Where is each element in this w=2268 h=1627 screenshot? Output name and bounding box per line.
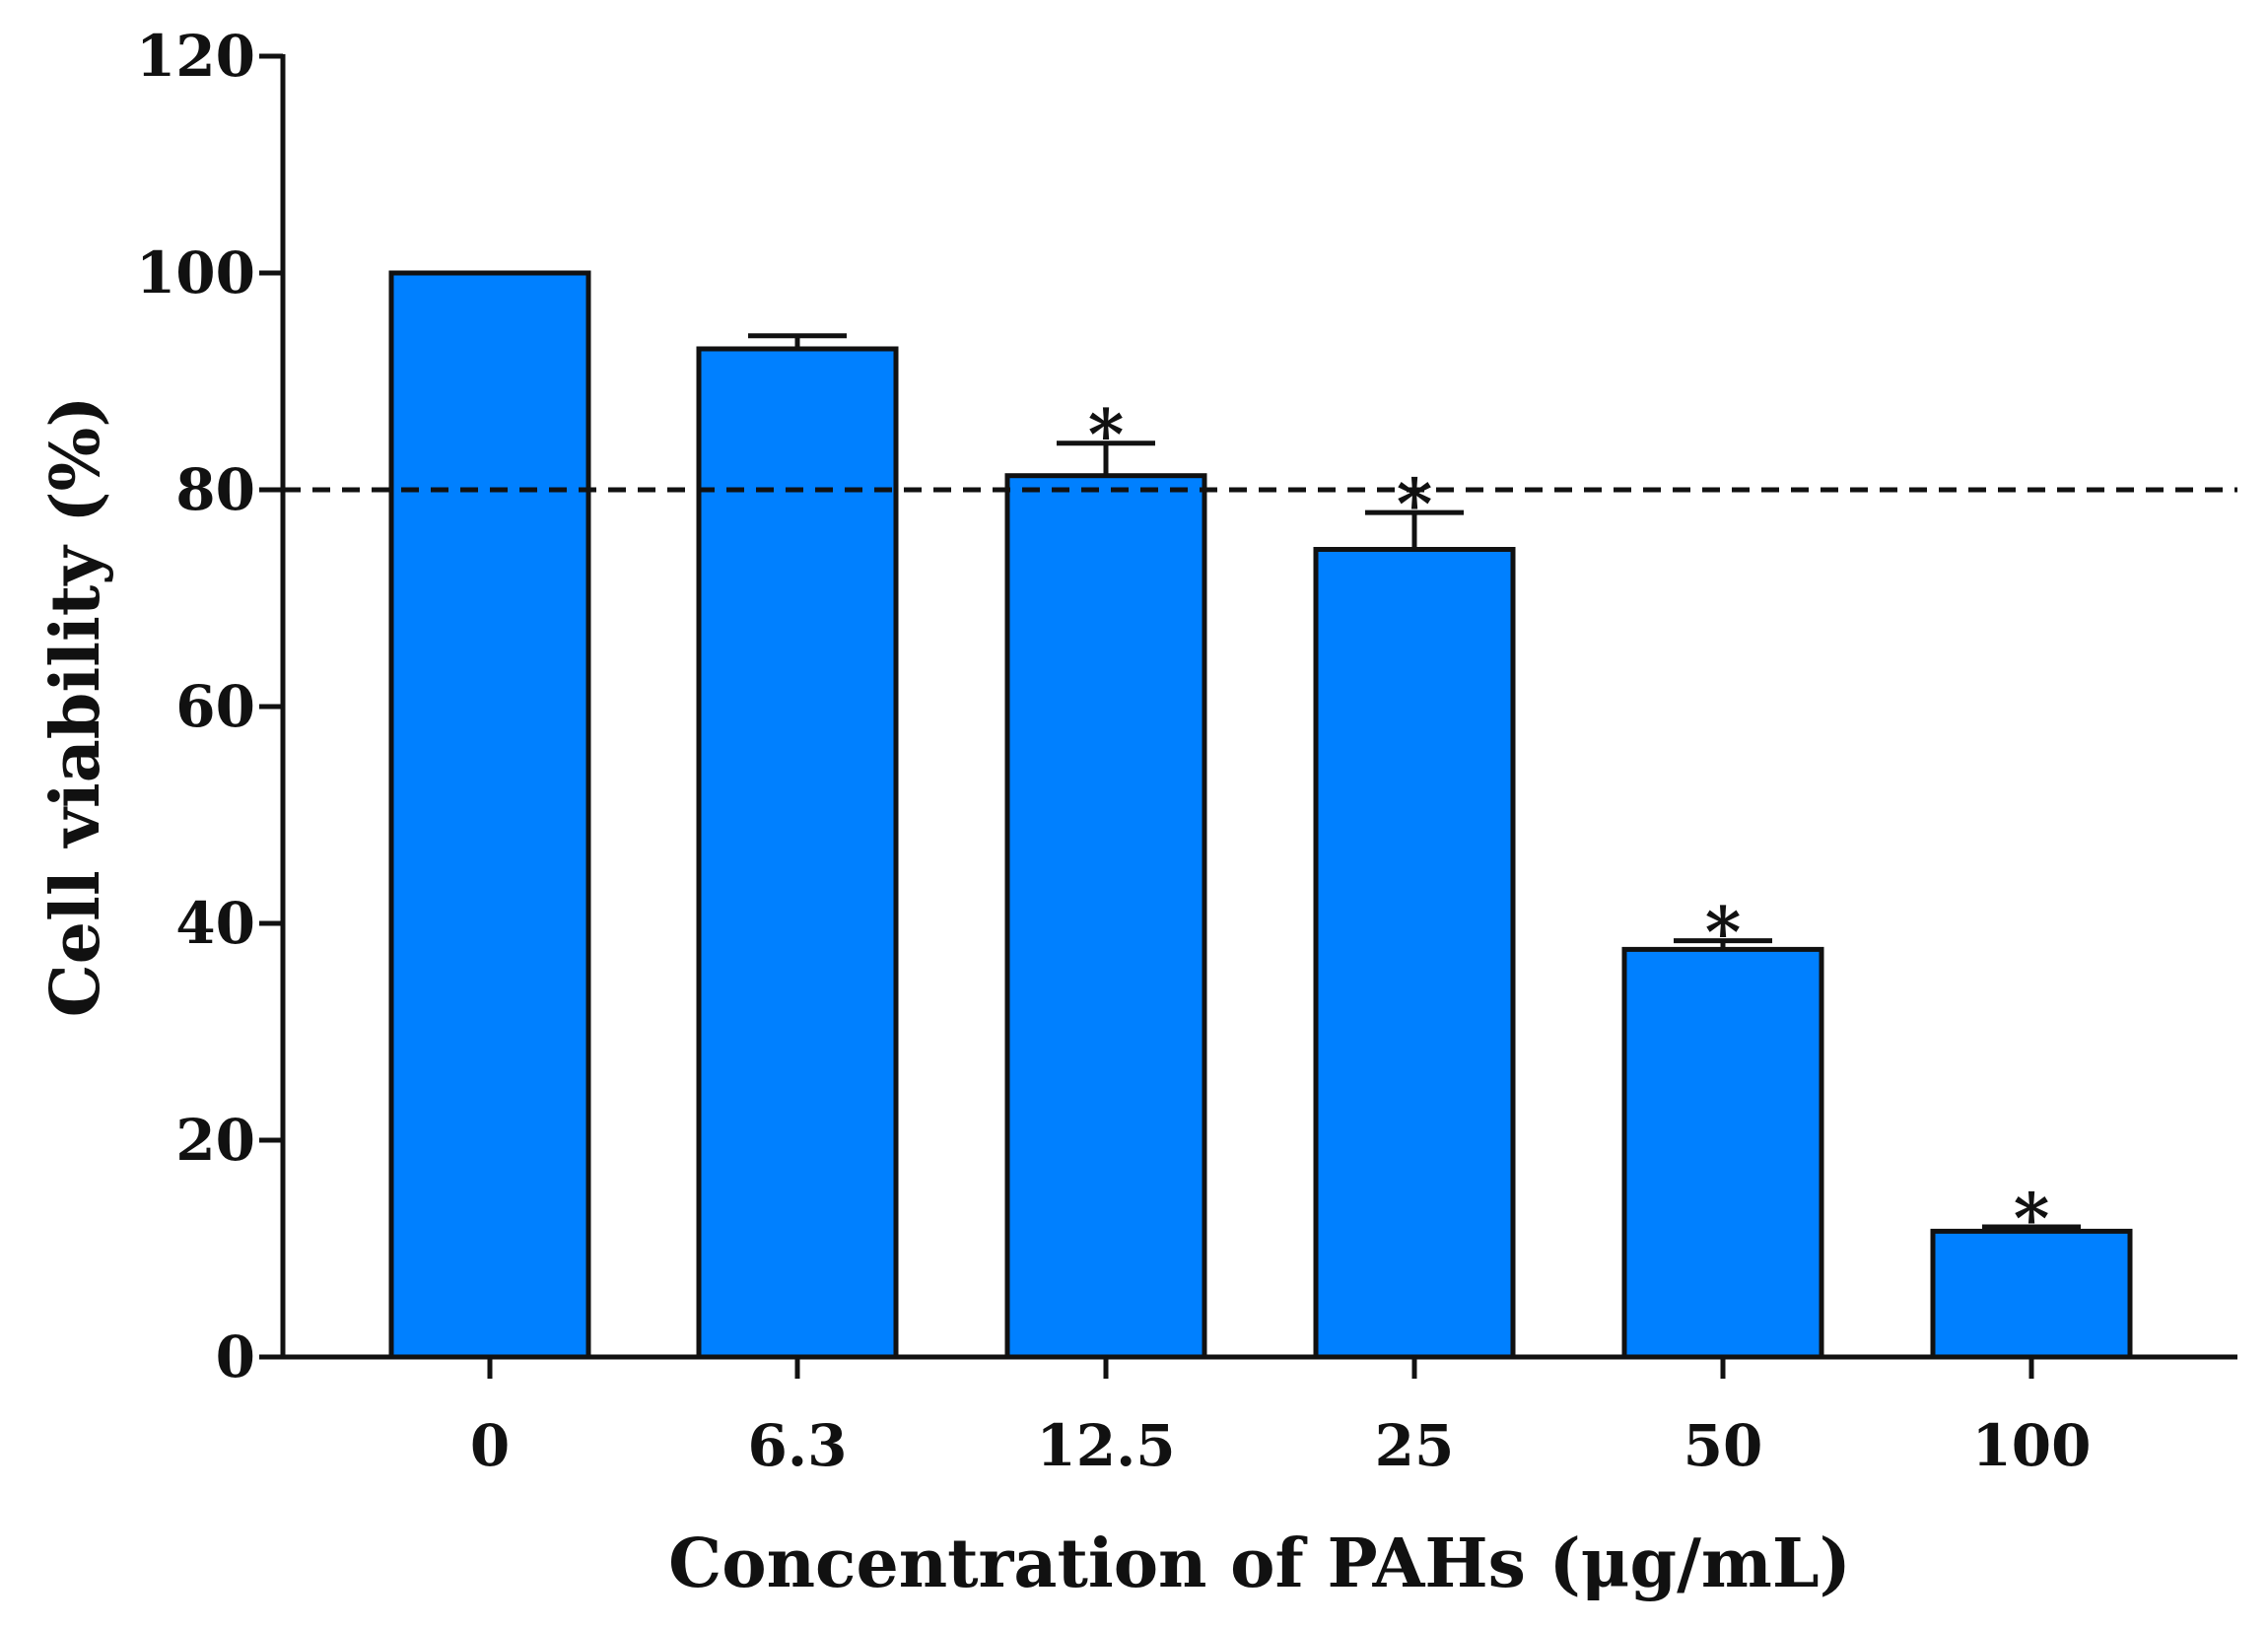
- bar-0: [388, 270, 591, 1360]
- y-axis-title: Cell viability (%): [36, 396, 115, 1018]
- x-tick-label-25: 25: [1375, 1412, 1455, 1479]
- x-ticks-layer: 0 6.3 12.5 25 50 100: [470, 1357, 2092, 1479]
- significance-marker-12.5: *: [1088, 394, 1125, 476]
- significance-marker-25: *: [1397, 463, 1433, 545]
- x-tick-label-50: 50: [1684, 1412, 1763, 1479]
- bar-100: [1930, 1228, 2133, 1360]
- y-tick-label-60: 60: [175, 673, 255, 740]
- y-ticks-layer: 0 20 40 60 80 100 120: [136, 23, 283, 1390]
- bars-layer: [388, 270, 2133, 1360]
- bar-12.5: [1004, 473, 1207, 1360]
- y-tick-label-120: 120: [136, 23, 255, 90]
- y-tick-label-100: 100: [136, 239, 255, 306]
- bar-50: [1621, 946, 1824, 1360]
- significance-markers-layer: * * * *: [1088, 394, 2050, 1259]
- y-tick-label-20: 20: [175, 1107, 255, 1174]
- y-tick-label-0: 0: [216, 1323, 255, 1390]
- x-tick-label-100: 100: [1971, 1412, 2091, 1479]
- significance-marker-100: *: [2014, 1178, 2050, 1259]
- y-tick-label-40: 40: [175, 890, 255, 957]
- x-tick-label-0: 0: [470, 1412, 510, 1479]
- x-tick-label-6.3: 6.3: [748, 1412, 848, 1479]
- bar-6.3: [696, 346, 899, 1360]
- x-tick-label-12.5: 12.5: [1036, 1412, 1175, 1479]
- error-bars-layer: [748, 333, 2081, 1232]
- significance-marker-50: *: [1705, 892, 1742, 974]
- x-axis-title: Concentration of PAHs (μg/mL): [668, 1525, 1851, 1603]
- bar-25: [1313, 547, 1516, 1360]
- y-tick-label-80: 80: [175, 456, 255, 523]
